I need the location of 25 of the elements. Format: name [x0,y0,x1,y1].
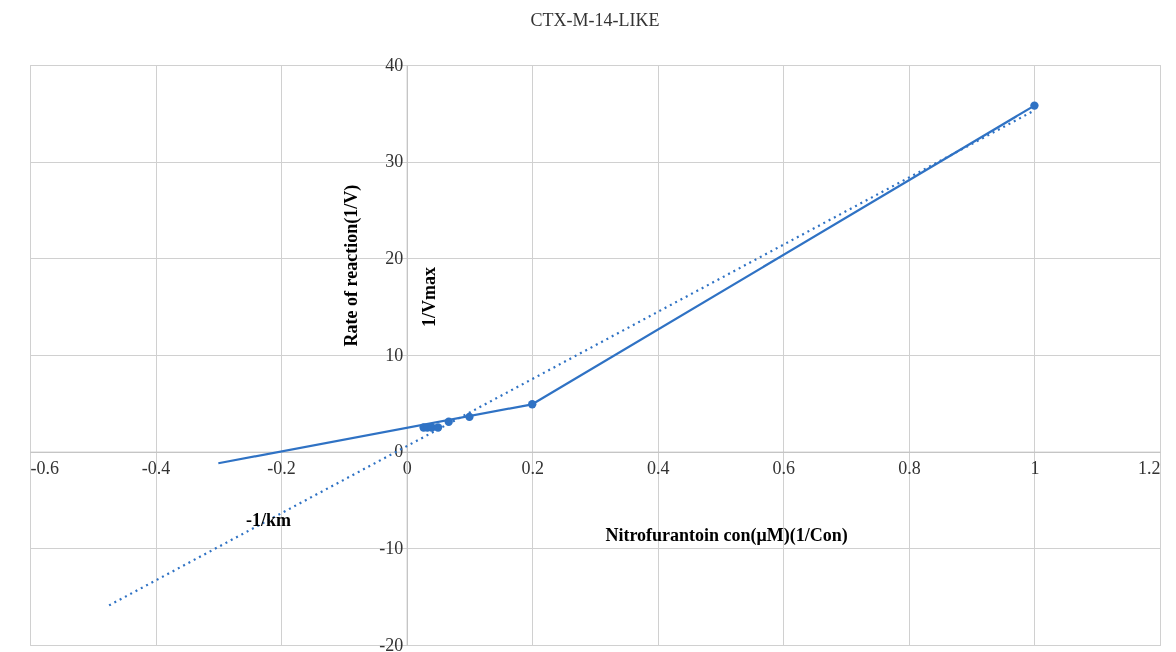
y-tick-label: 10 [385,344,404,365]
x-tick-label: -0.4 [141,458,171,479]
y-tick-label: -20 [379,634,404,652]
point [444,417,453,426]
annotation: 1/Vmax [418,267,439,327]
point [465,412,474,422]
x-tick-label: -0.2 [267,458,296,479]
y-tick-label: 20 [385,247,404,268]
x-tick-label: 0.8 [898,458,921,479]
x-tick-label: 1 [1030,458,1040,479]
y-axis-title: Rate of reaction(1/V) [341,184,363,347]
point [433,423,443,432]
chart-title: CTX-M-14-LIKE [530,10,660,30]
x-tick-label: 0.4 [647,458,670,479]
y-tick-label: 40 [385,54,404,75]
x-tick-label: 0.2 [521,458,544,479]
annotation: -1/km [246,510,292,531]
x-axis-title: Nitrofurantoin con(μM)(1/Con) [605,525,848,547]
y-tick-label: -10 [379,537,404,558]
x-tick-label: 0.6 [772,458,796,479]
point [1030,101,1039,110]
x-tick-label: -0.6 [30,458,59,479]
point [528,400,537,409]
x-tick-label: 1.2 [1138,458,1161,479]
y-tick-label: 30 [385,151,404,172]
